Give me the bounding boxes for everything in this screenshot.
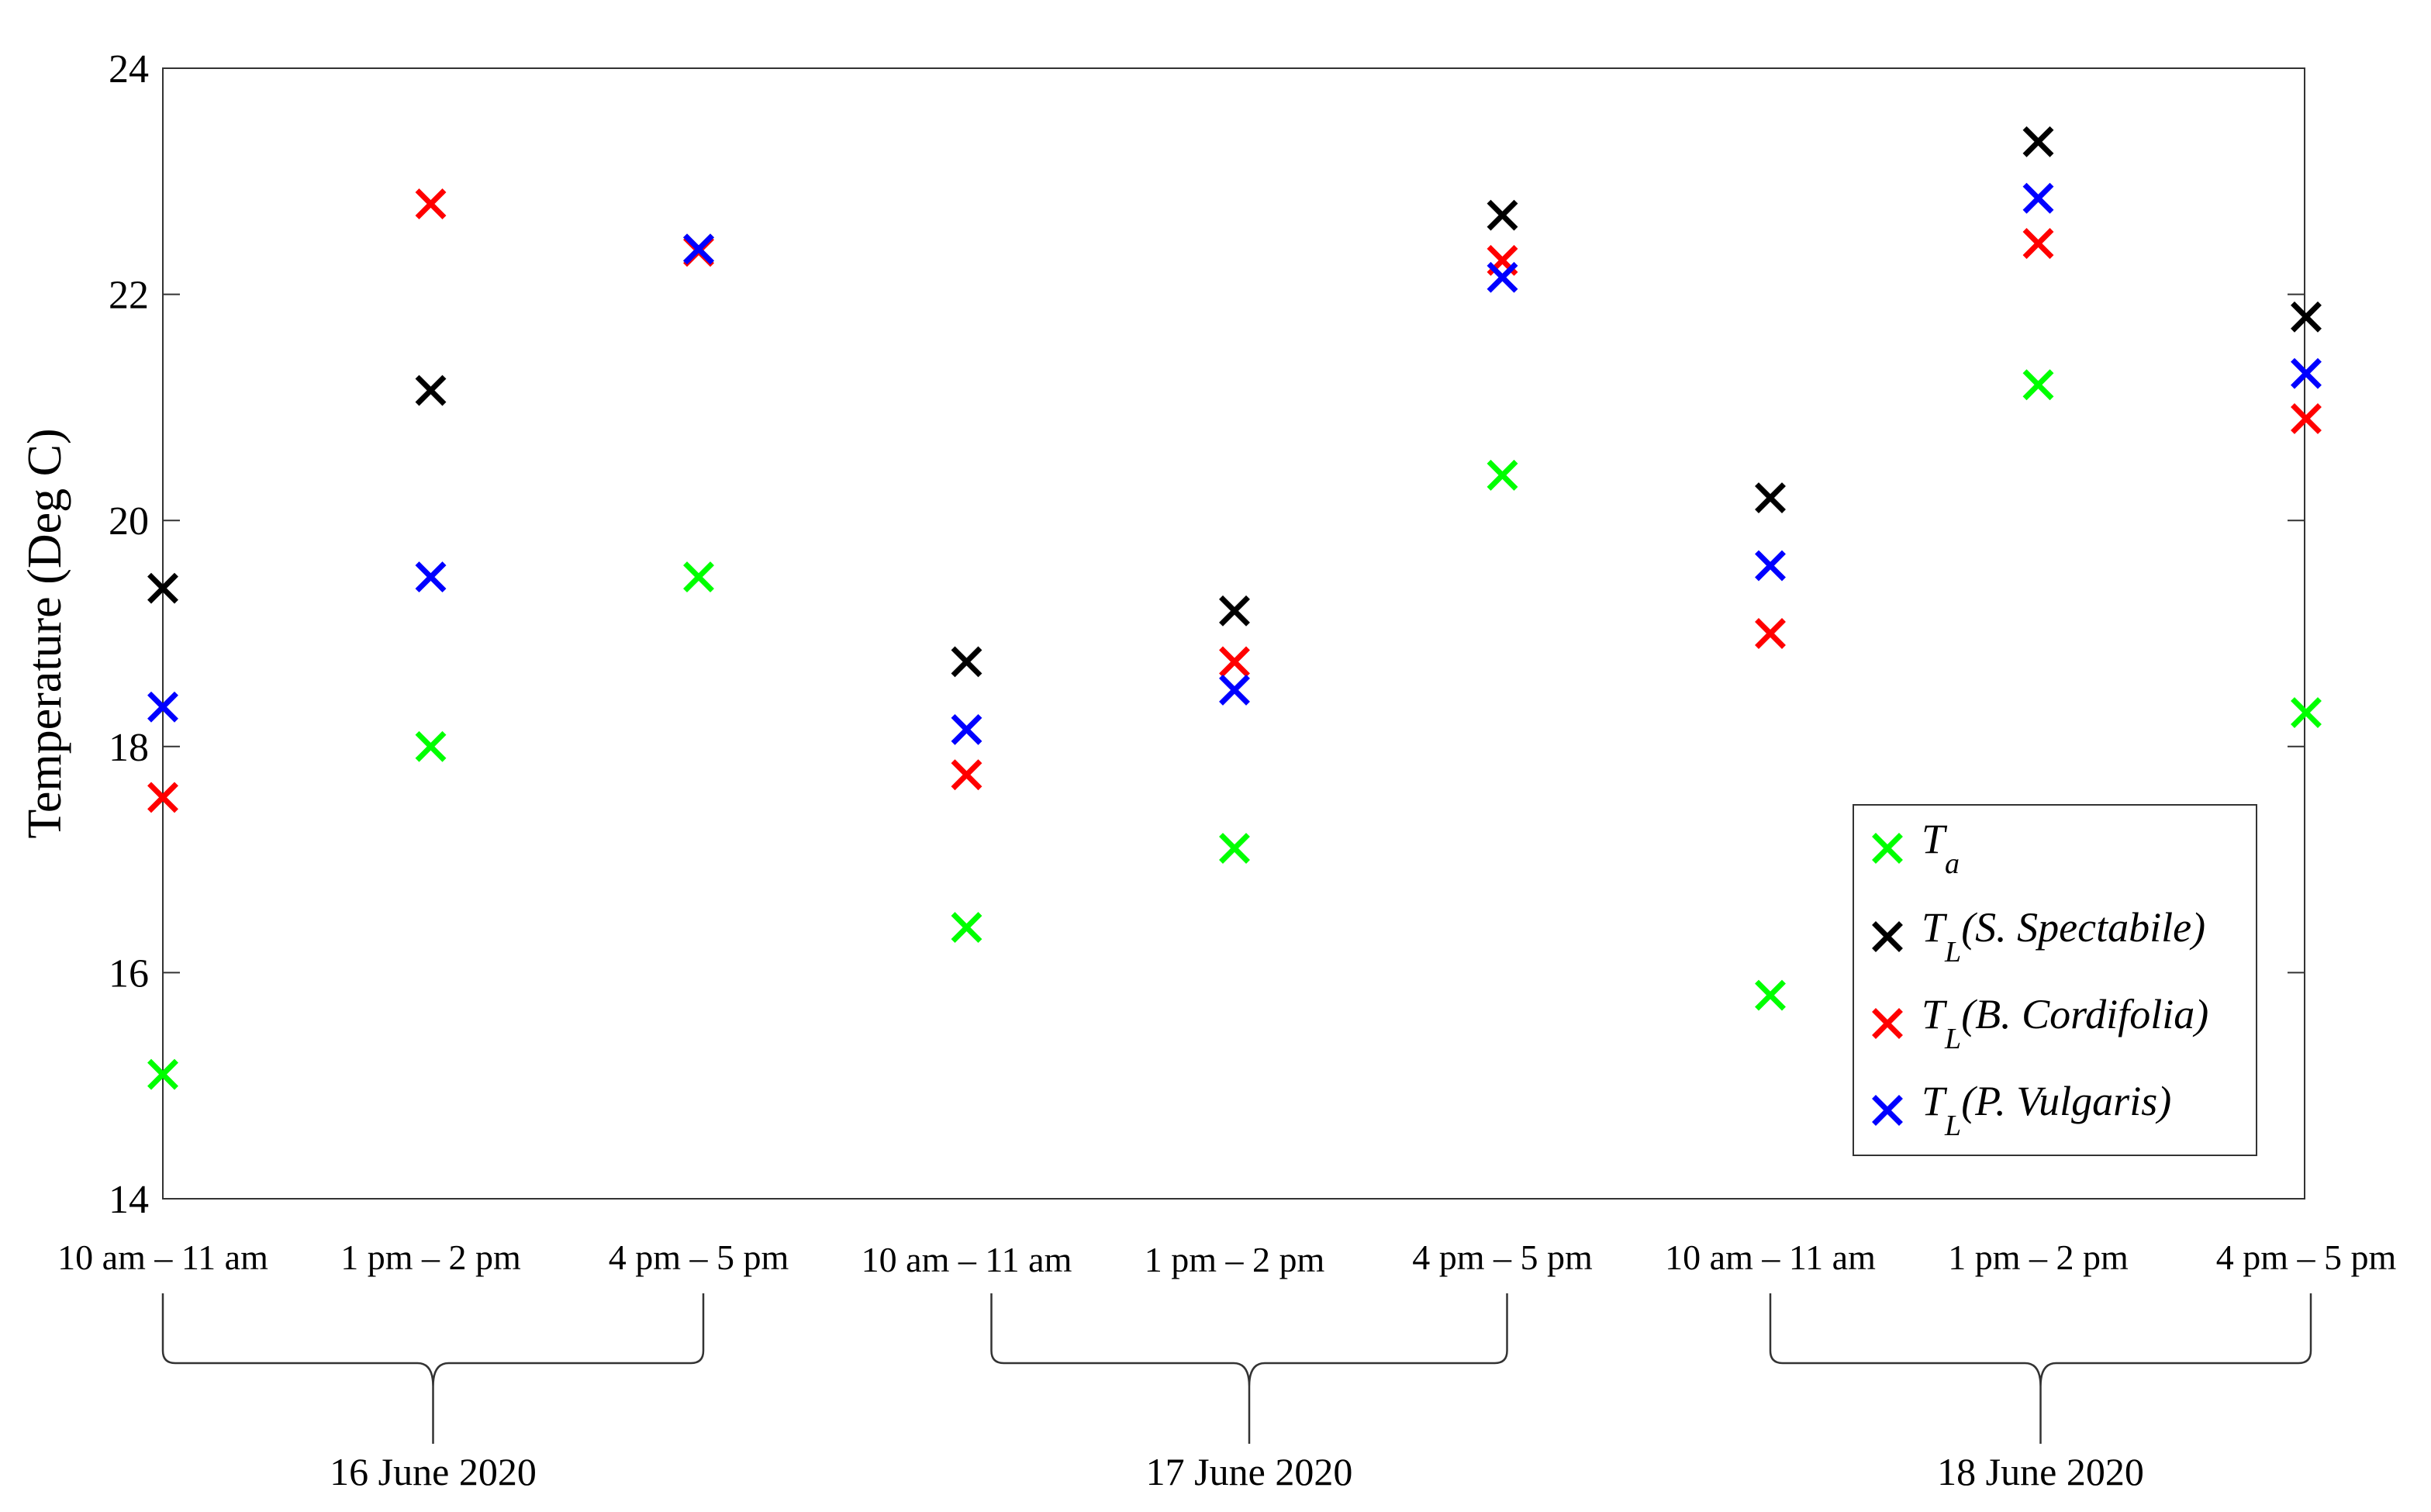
plot-area-frame: [162, 67, 2305, 1200]
data-point-t-l-b-cordifolia-: [2022, 228, 2054, 259]
y-axis-label: Temperature (Deg C): [19, 428, 71, 838]
data-point-t-l-s-spectabile-: [2291, 301, 2322, 333]
data-point-t-l-p-vulgaris-: [683, 233, 714, 265]
x-category-label: 1 pm – 2 pm: [340, 1238, 521, 1277]
x-category-label: 10 am – 11 am: [1665, 1238, 1876, 1277]
date-group-bracket: [161, 1293, 705, 1444]
y-tick-label: 18: [109, 726, 149, 770]
y-tick-label: 14: [109, 1178, 149, 1222]
x-category-label: 1 pm – 2 pm: [1948, 1238, 2129, 1277]
data-point-t-a: [1487, 459, 1518, 491]
data-point-t-l-p-vulgaris-: [1755, 550, 1786, 582]
y-tick-label: 24: [109, 47, 149, 91]
legend-entry-label: TL(S. Spectabile): [1922, 904, 2205, 968]
data-point-t-l-b-cordifolia-: [1219, 646, 1250, 678]
legend-marker: [1872, 921, 1903, 952]
data-point-t-a: [1219, 833, 1250, 864]
x-category-label: 4 pm – 5 pm: [2216, 1238, 2397, 1277]
legend-box: [1853, 804, 2257, 1156]
x-axis-date-groups: 16 June 2020 17 June 2020 18 June 2020: [161, 1293, 2312, 1493]
data-point-t-a: [415, 730, 447, 762]
x-category-label: 1 pm – 2 pm: [1145, 1240, 1325, 1279]
y-tick-label: 22: [109, 274, 149, 318]
x-category-label: 10 am – 11 am: [862, 1240, 1072, 1279]
x-category-label: 4 pm – 5 pm: [1412, 1238, 1593, 1277]
date-group-bracket: [1769, 1293, 2312, 1444]
data-point-t-l-s-spectabile-: [415, 375, 447, 406]
data-point-t-l-s-spectabile-: [1487, 199, 1518, 231]
data-point-t-a: [683, 561, 714, 593]
data-points: [147, 126, 2322, 1090]
data-point-t-l-s-spectabile-: [147, 572, 178, 604]
date-group-label: 16 June 2020: [330, 1450, 537, 1493]
data-point-t-l-s-spectabile-: [2022, 126, 2054, 157]
data-point-t-l-p-vulgaris-: [951, 713, 982, 745]
y-tick-label: 16: [109, 951, 149, 996]
y-tick-label: 20: [109, 499, 149, 544]
data-point-t-a: [2291, 697, 2322, 729]
date-group-label: 18 June 2020: [1937, 1450, 2144, 1493]
legend-entry-label: TL(P. Vulgaris): [1922, 1078, 2171, 1142]
data-point-t-l-s-spectabile-: [1219, 595, 1250, 627]
x-category-label: 10 am – 11 am: [57, 1238, 268, 1277]
data-point-t-l-p-vulgaris-: [2022, 182, 2054, 214]
data-point-t-l-p-vulgaris-: [1487, 261, 1518, 293]
data-point-t-l-p-vulgaris-: [147, 691, 178, 723]
data-point-t-a: [1755, 979, 1786, 1011]
data-point-t-l-s-spectabile-: [1755, 482, 1786, 513]
legend-marker: [1872, 833, 1903, 864]
legend-entry-label: Ta: [1922, 816, 1960, 880]
legend-marker: [1872, 1095, 1903, 1126]
data-point-t-l-s-spectabile-: [951, 646, 982, 678]
x-category-label: 4 pm – 5 pm: [609, 1238, 789, 1277]
data-point-t-a: [951, 912, 982, 944]
data-point-t-l-b-cordifolia-: [951, 759, 982, 791]
data-point-t-l-p-vulgaris-: [2291, 357, 2322, 389]
data-point-t-l-b-cordifolia-: [2291, 403, 2322, 434]
legend: Ta TL(S. Spectabile) TL(B. Cordifolia) TL(P…: [1853, 804, 2257, 1156]
legend-marker: [1872, 1008, 1903, 1039]
data-point-t-a: [147, 1058, 178, 1090]
data-point-t-a: [2022, 369, 2054, 401]
data-point-t-l-b-cordifolia-: [415, 188, 447, 219]
data-point-t-l-b-cordifolia-: [147, 782, 178, 813]
data-point-t-l-p-vulgaris-: [415, 561, 447, 593]
date-group-label: 17 June 2020: [1146, 1450, 1353, 1493]
date-group-bracket: [990, 1293, 1508, 1444]
x-axis-category-labels: 10 am – 11 am 1 pm – 2 pm 4 pm – 5 pm 10 am…: [57, 1238, 2396, 1279]
data-point-t-l-b-cordifolia-: [1755, 618, 1786, 649]
legend-entry-label: TL(B. Cordifolia): [1922, 991, 2208, 1055]
y-axis-ticks: 14 16 18 20 22 24: [109, 47, 2305, 1222]
data-point-t-l-p-vulgaris-: [1219, 674, 1250, 706]
